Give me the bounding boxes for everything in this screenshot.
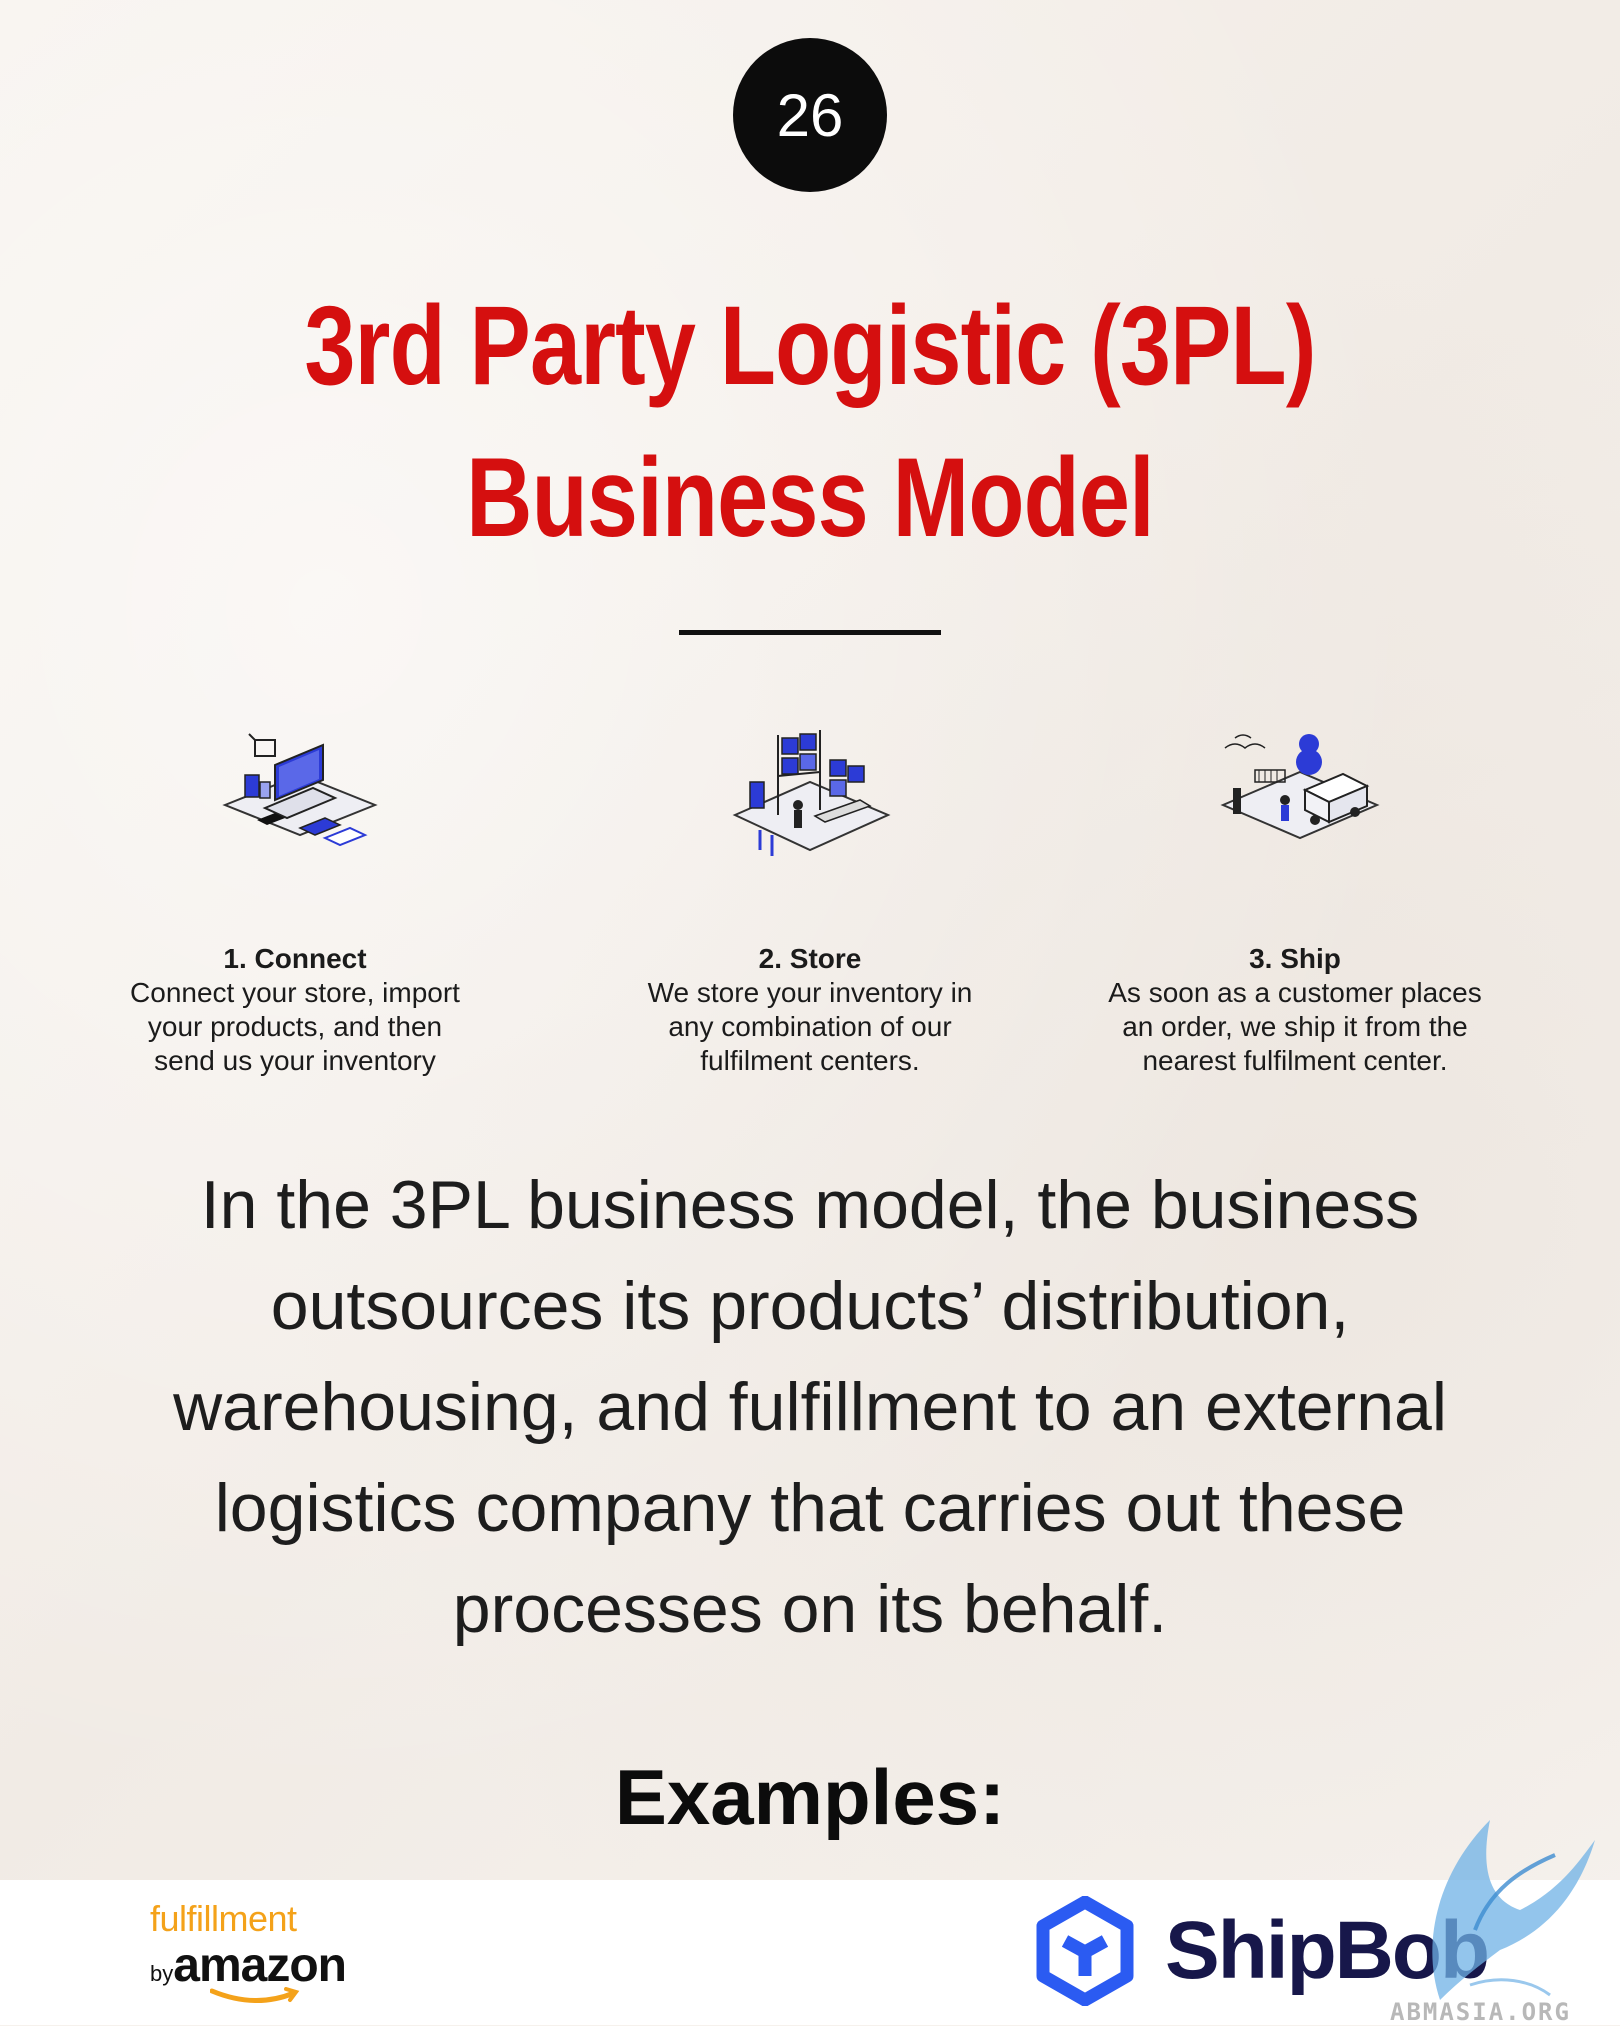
delivery-truck-icon xyxy=(1220,734,1380,840)
step-desc-line: any combination of our xyxy=(668,1011,952,1042)
step-desc-line: fulfilment centers. xyxy=(700,1045,920,1076)
warehouse-icon xyxy=(732,730,891,856)
step-title: 1. Connect xyxy=(223,943,367,974)
fba-by-text: by xyxy=(150,1961,174,1986)
fulfillment-by-amazon-logo: fulfillment byamazon xyxy=(150,1898,347,2007)
step-desc-line: your products, and then xyxy=(147,1011,443,1042)
bird-watermark-icon xyxy=(1432,1820,1595,2000)
step-desc-line: an order, we ship it from the xyxy=(1122,1011,1468,1042)
page-number: 26 xyxy=(776,81,844,149)
body-line: processes on its behalf. xyxy=(452,1571,1168,1647)
body-paragraph: In the 3PL business model, the business … xyxy=(110,1155,1510,1660)
title-divider xyxy=(679,630,941,635)
examples-heading: Examples: xyxy=(614,1753,1006,1841)
step-title: 2. Store xyxy=(758,943,862,974)
page-title: 3rd Party Logistic (3PL) Business Model xyxy=(0,270,1620,574)
step-desc-line: Connect your store, import xyxy=(130,977,460,1008)
fba-fulfillment-text: fulfillment xyxy=(150,1898,297,1939)
step-title: 3. Ship xyxy=(1249,943,1341,974)
step-store: 2. Store We store your inventory in any … xyxy=(590,720,1030,1078)
amazon-smile-icon xyxy=(210,1987,300,2003)
body-line: outsources its products’ distribution, xyxy=(270,1268,1350,1344)
step-desc-line: As soon as a customer places xyxy=(1108,977,1482,1008)
body-line: logistics company that carries out these xyxy=(214,1470,1406,1546)
watermark-text: ABMASIA.ORG xyxy=(1390,1998,1571,2026)
shipbob-cube-icon xyxy=(1036,1896,1134,2006)
title-line-1: 3rd Party Logistic (3PL) xyxy=(304,283,1316,408)
body-line: warehousing, and fulfillment to an exter… xyxy=(173,1369,1447,1445)
laptop-store-icon xyxy=(222,733,378,847)
step-desc-line: We store your inventory in xyxy=(647,977,973,1008)
title-line-2: Business Model xyxy=(466,435,1155,560)
step-desc-line: send us your inventory xyxy=(154,1045,436,1076)
logos-footer: fulfillment byamazon ShipBob xyxy=(0,1880,1620,2025)
body-line: In the 3PL business model, the business xyxy=(200,1167,1420,1243)
step-desc-line: nearest fulfilment center. xyxy=(1142,1045,1448,1076)
step-ship: 3. Ship As soon as a customer places an … xyxy=(1075,720,1515,1078)
fba-amazon-text: amazon xyxy=(173,1939,347,1992)
page-number-badge: 26 xyxy=(733,38,887,192)
step-connect: 1. Connect Connect your store, import yo… xyxy=(75,720,515,1078)
